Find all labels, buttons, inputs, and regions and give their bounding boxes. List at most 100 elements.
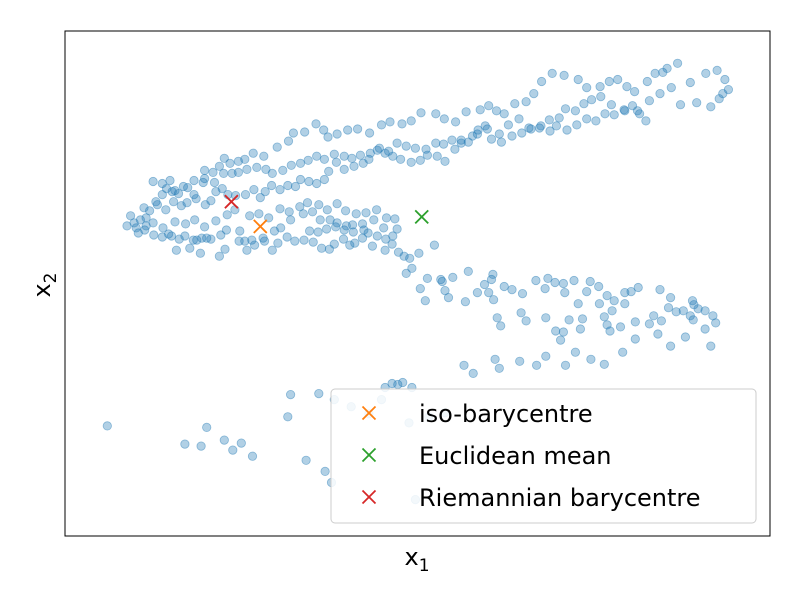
data-point: [252, 162, 262, 172]
data-point: [258, 233, 268, 243]
data-point: [582, 286, 592, 297]
data-point: [311, 119, 321, 129]
data-point: [357, 233, 368, 243]
data-point: [630, 334, 640, 344]
data-point: [383, 146, 394, 156]
data-point: [594, 299, 605, 309]
data-point: [490, 354, 500, 364]
data-point: [126, 211, 136, 221]
data-point: [658, 67, 668, 78]
data-point: [214, 251, 224, 261]
data-point: [188, 235, 198, 245]
data-point: [197, 233, 207, 243]
data-point: [288, 128, 298, 138]
data-point: [602, 290, 612, 301]
euclid-marker: [414, 209, 429, 224]
data-point: [219, 153, 229, 163]
data-point: [338, 234, 349, 244]
data-point: [714, 94, 724, 104]
data-point: [131, 223, 141, 233]
data-point: [685, 311, 695, 321]
data-point: [620, 106, 630, 116]
data-point: [332, 199, 342, 209]
data-point: [488, 295, 499, 305]
data-point: [541, 351, 551, 361]
data-point: [290, 236, 300, 246]
data-point: [656, 316, 667, 326]
data-point: [484, 101, 494, 111]
data-point: [148, 176, 158, 187]
data-point: [534, 123, 545, 133]
data-point: [712, 65, 722, 76]
data-point: [689, 300, 699, 310]
data-point: [678, 306, 688, 316]
data-point: [594, 281, 604, 292]
data-point: [510, 99, 520, 109]
data-point: [436, 274, 446, 285]
data-point: [655, 89, 665, 99]
data-point: [170, 217, 180, 227]
data-point: [133, 228, 143, 238]
data-point: [633, 282, 643, 293]
data-point: [599, 359, 609, 369]
data-point: [439, 114, 449, 124]
data-point: [312, 178, 322, 189]
data-point: [609, 296, 619, 306]
data-point: [685, 77, 695, 88]
data-point: [653, 329, 663, 339]
data-point: [367, 241, 377, 251]
data-point: [185, 243, 195, 253]
data-point: [322, 205, 332, 215]
data-point: [315, 215, 325, 225]
data-point: [324, 166, 334, 176]
data-point: [157, 178, 167, 189]
riem-marker: [224, 194, 239, 209]
data-point: [139, 203, 149, 213]
data-point: [422, 150, 432, 160]
data-point: [242, 164, 252, 174]
data-point: [269, 226, 279, 236]
data-point: [650, 68, 660, 79]
data-point: [273, 238, 283, 248]
data-point: [158, 223, 168, 233]
data-point: [191, 194, 201, 204]
data-point: [499, 281, 509, 292]
data-point: [343, 125, 353, 135]
data-point: [304, 226, 315, 236]
data-point: [206, 196, 216, 206]
data-point: [595, 82, 605, 92]
legend-iso-label: iso-barycentre: [419, 400, 593, 428]
data-point: [135, 215, 145, 225]
data-point: [666, 83, 676, 93]
data-point: [357, 219, 368, 229]
data-point: [300, 127, 310, 137]
data-point: [440, 285, 450, 296]
data-point: [514, 114, 524, 124]
data-point: [706, 102, 716, 112]
data-point: [586, 95, 597, 105]
data-point: [484, 287, 494, 298]
data-point: [456, 135, 466, 145]
data-point: [499, 109, 509, 119]
data-point: [388, 231, 398, 241]
data-point: [313, 227, 323, 237]
data-point: [392, 138, 402, 148]
data-point: [545, 126, 555, 136]
data-point: [331, 157, 341, 167]
data-point: [586, 354, 596, 364]
data-point: [200, 165, 210, 175]
data-point: [385, 117, 395, 127]
data-point: [332, 129, 342, 139]
data-point: [286, 160, 296, 170]
data-point: [380, 148, 390, 158]
data-point: [569, 275, 579, 286]
data-point: [480, 121, 490, 131]
data-point: [361, 208, 371, 218]
data-point: [200, 200, 210, 210]
data-point: [145, 206, 155, 216]
data-point: [524, 123, 534, 133]
data-point: [547, 68, 557, 79]
data-point: [363, 228, 373, 238]
data-point: [240, 190, 251, 200]
data-point: [250, 240, 260, 250]
